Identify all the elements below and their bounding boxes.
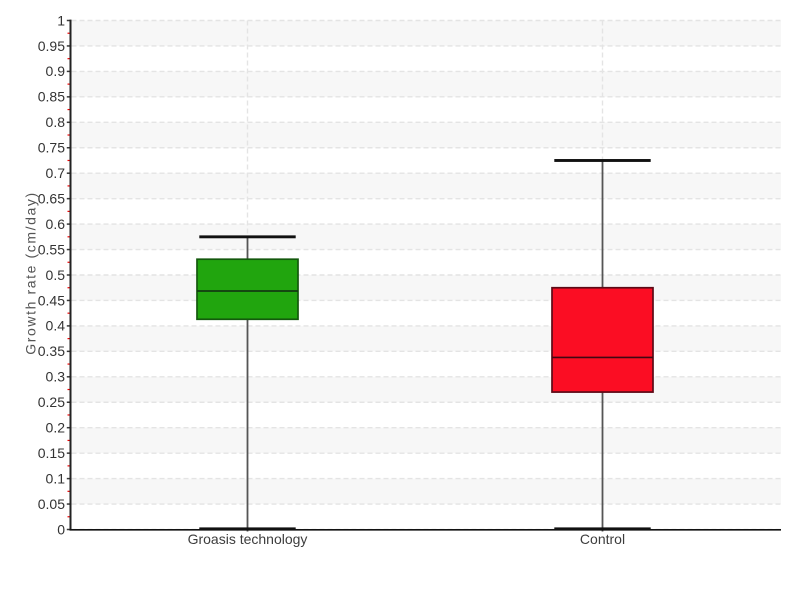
svg-text:0.1: 0.1 xyxy=(46,470,66,486)
svg-text:Growth rate (cm/day): Growth rate (cm/day) xyxy=(23,191,39,354)
svg-text:0.65: 0.65 xyxy=(38,190,65,206)
svg-text:1: 1 xyxy=(57,12,65,28)
svg-text:0: 0 xyxy=(57,521,65,537)
svg-text:0.55: 0.55 xyxy=(38,241,65,257)
svg-text:0.4: 0.4 xyxy=(46,318,66,334)
svg-text:0.35: 0.35 xyxy=(38,343,65,359)
svg-text:Control: Control xyxy=(580,531,625,547)
svg-text:Groasis technology: Groasis technology xyxy=(188,531,308,547)
svg-text:0.9: 0.9 xyxy=(46,63,66,79)
svg-text:0.25: 0.25 xyxy=(38,394,65,410)
svg-text:0.85: 0.85 xyxy=(38,89,65,105)
svg-text:0.6: 0.6 xyxy=(46,216,66,232)
svg-text:0.5: 0.5 xyxy=(46,267,66,283)
svg-text:0.05: 0.05 xyxy=(38,496,65,512)
svg-text:0.45: 0.45 xyxy=(38,292,65,308)
svg-text:0.2: 0.2 xyxy=(46,420,66,436)
svg-text:0.3: 0.3 xyxy=(46,369,66,385)
svg-text:0.8: 0.8 xyxy=(46,114,66,130)
svg-text:0.75: 0.75 xyxy=(38,140,65,156)
svg-text:0.15: 0.15 xyxy=(38,445,65,461)
svg-text:0.95: 0.95 xyxy=(38,38,65,54)
svg-text:0.7: 0.7 xyxy=(46,165,66,181)
